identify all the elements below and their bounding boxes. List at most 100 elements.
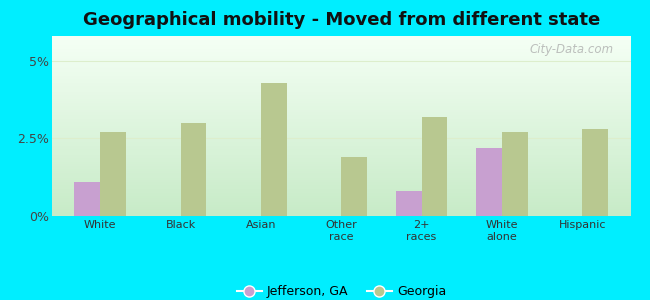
Bar xyxy=(52,95,630,97)
Bar xyxy=(52,180,630,182)
Bar xyxy=(476,148,502,216)
Bar xyxy=(52,194,630,196)
Bar xyxy=(52,83,630,85)
Bar xyxy=(52,79,630,81)
Bar xyxy=(52,176,630,178)
Bar xyxy=(422,117,447,216)
Bar xyxy=(52,45,630,47)
Bar xyxy=(52,110,630,112)
Bar xyxy=(52,54,630,56)
Bar xyxy=(52,178,630,180)
Bar xyxy=(52,151,630,153)
Bar xyxy=(52,212,630,214)
Bar xyxy=(52,112,630,113)
Title: Geographical mobility - Moved from different state: Geographical mobility - Moved from diffe… xyxy=(83,11,600,29)
Bar xyxy=(52,187,630,189)
Bar xyxy=(52,155,630,157)
Bar xyxy=(52,88,630,90)
Bar xyxy=(52,128,630,130)
Bar xyxy=(52,49,630,50)
Bar xyxy=(52,198,630,200)
Bar xyxy=(52,58,630,59)
Bar xyxy=(52,207,630,209)
Bar xyxy=(52,189,630,191)
Bar xyxy=(52,81,630,83)
Bar xyxy=(52,140,630,142)
Bar xyxy=(52,85,630,86)
Bar xyxy=(52,173,630,175)
Bar xyxy=(52,68,630,70)
Bar xyxy=(52,130,630,131)
Bar xyxy=(52,65,630,67)
Bar xyxy=(52,86,630,88)
Bar xyxy=(52,205,630,207)
Bar xyxy=(52,70,630,72)
Bar xyxy=(52,72,630,74)
Bar xyxy=(52,124,630,126)
Bar xyxy=(52,47,630,49)
Bar xyxy=(261,82,287,216)
Bar xyxy=(52,196,630,198)
Bar xyxy=(52,77,630,79)
Bar xyxy=(52,160,630,162)
Bar xyxy=(52,146,630,148)
Bar xyxy=(52,113,630,115)
Bar xyxy=(52,121,630,122)
Bar xyxy=(341,157,367,216)
Bar xyxy=(52,126,630,128)
Bar xyxy=(52,40,630,41)
Bar xyxy=(502,132,528,216)
Bar xyxy=(582,129,608,216)
Legend: Jefferson, GA, Georgia: Jefferson, GA, Georgia xyxy=(231,280,451,300)
Bar xyxy=(52,135,630,137)
Bar xyxy=(75,182,100,216)
Bar xyxy=(52,101,630,103)
Bar xyxy=(52,90,630,92)
Bar xyxy=(52,144,630,146)
Bar xyxy=(100,132,126,216)
Bar xyxy=(52,185,630,187)
Bar xyxy=(52,36,630,38)
Bar xyxy=(52,200,630,202)
Bar xyxy=(52,43,630,45)
Bar xyxy=(52,169,630,171)
Bar xyxy=(52,167,630,169)
Bar xyxy=(52,166,630,167)
Bar xyxy=(52,137,630,139)
Bar xyxy=(52,104,630,106)
Bar xyxy=(52,148,630,149)
Bar xyxy=(52,52,630,54)
Bar xyxy=(181,123,206,216)
Bar xyxy=(52,117,630,119)
Bar xyxy=(52,171,630,173)
Bar xyxy=(52,193,630,194)
Bar xyxy=(52,133,630,135)
Bar xyxy=(52,142,630,144)
Bar xyxy=(52,119,630,121)
Bar xyxy=(52,103,630,104)
Bar xyxy=(52,164,630,166)
Bar xyxy=(396,191,422,216)
Bar xyxy=(52,203,630,205)
Bar xyxy=(52,108,630,110)
Bar xyxy=(52,61,630,63)
Bar xyxy=(52,99,630,101)
Text: City-Data.com: City-Data.com xyxy=(529,43,613,56)
Bar xyxy=(52,139,630,140)
Bar xyxy=(52,211,630,212)
Bar xyxy=(52,56,630,58)
Bar xyxy=(52,158,630,160)
Bar xyxy=(52,115,630,117)
Bar xyxy=(52,214,630,216)
Bar xyxy=(52,162,630,164)
Bar xyxy=(52,149,630,151)
Bar xyxy=(52,50,630,52)
Bar xyxy=(52,76,630,77)
Bar xyxy=(52,97,630,99)
Bar xyxy=(52,122,630,124)
Bar xyxy=(52,191,630,193)
Bar xyxy=(52,209,630,211)
Bar xyxy=(52,41,630,43)
Bar xyxy=(52,63,630,65)
Bar xyxy=(52,74,630,76)
